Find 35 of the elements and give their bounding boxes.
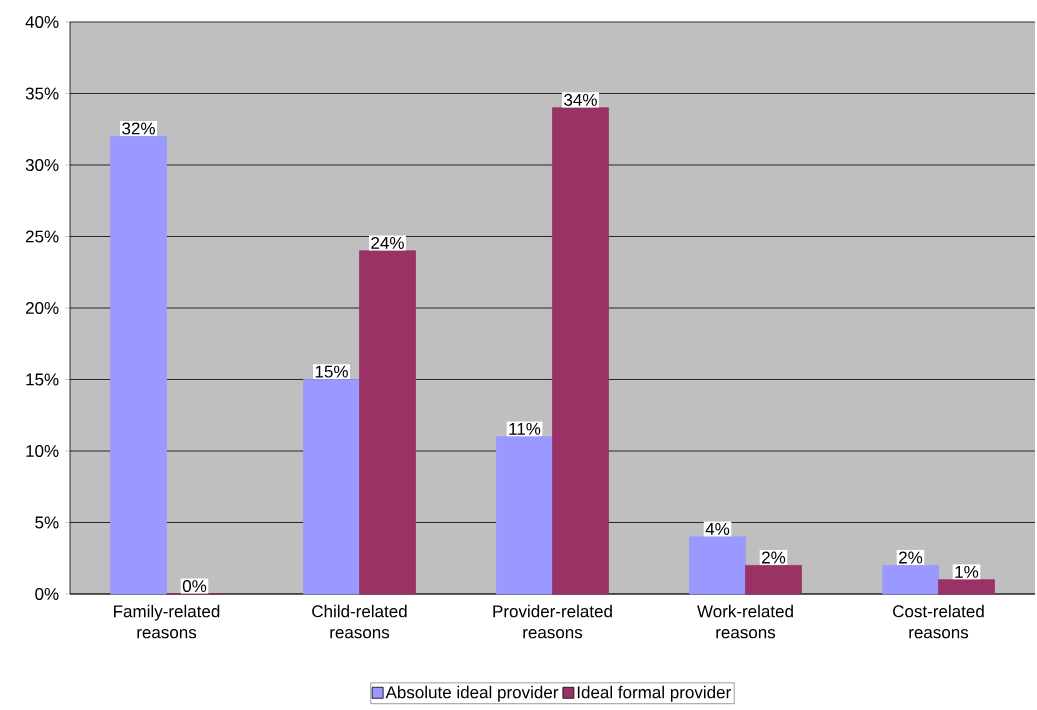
y-tick-label: 35% [25,87,59,100]
x-tick-label: Provider-related reasons [493,604,612,639]
y-tick-label: 30% [25,158,59,172]
bar [496,436,553,595]
data-label: 4% [705,523,730,535]
x-tick-label: Cost-related reasons [893,604,984,639]
y-tick-label: 40% [25,15,59,29]
bar [110,136,167,595]
data-label: 24% [371,236,404,249]
data-label: 32% [122,122,155,135]
y-tick-label: 0% [35,587,59,601]
data-label: 11% [509,422,541,435]
y-tick-label: 10% [26,444,59,458]
y-tick-label: 15% [26,373,59,386]
bar [938,579,995,595]
bar [882,564,939,595]
data-label: 15% [315,365,348,378]
y-tick-label: 20% [25,301,59,315]
x-tick-label: Family-related reasons [114,604,220,639]
y-tick-label: 25% [25,230,59,243]
legend-label: Ideal formal provider [577,685,731,702]
bar [745,564,802,595]
data-label: 34% [564,93,597,106]
bar [689,536,746,595]
bar [303,379,360,595]
y-tick-label: 5% [35,516,59,529]
data-label: 2% [899,551,923,564]
data-label: 1% [955,565,979,578]
bar [552,107,609,595]
x-tick-label: Child-related reasons [312,604,407,639]
x-tick-label: Work-related reasons [697,604,793,639]
bar [359,250,416,595]
legend-label: Absolute ideal provider [385,685,559,702]
data-label: 0% [182,580,207,593]
data-label: 2% [762,551,786,564]
